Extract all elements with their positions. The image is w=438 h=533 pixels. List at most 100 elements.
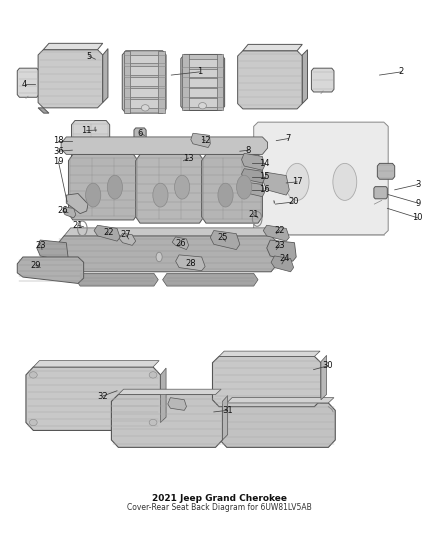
Polygon shape bbox=[162, 273, 258, 286]
Polygon shape bbox=[227, 398, 334, 403]
Polygon shape bbox=[238, 51, 302, 109]
Polygon shape bbox=[68, 155, 138, 220]
Polygon shape bbox=[26, 367, 160, 431]
Text: 5: 5 bbox=[86, 52, 92, 61]
Polygon shape bbox=[182, 78, 223, 87]
Text: 25: 25 bbox=[217, 233, 228, 242]
Ellipse shape bbox=[198, 102, 206, 109]
Text: 22: 22 bbox=[103, 228, 113, 237]
Text: 21: 21 bbox=[73, 221, 83, 230]
Polygon shape bbox=[201, 155, 262, 223]
Polygon shape bbox=[191, 133, 210, 148]
Text: 14: 14 bbox=[259, 159, 270, 168]
Polygon shape bbox=[271, 256, 293, 272]
Ellipse shape bbox=[285, 164, 309, 200]
Polygon shape bbox=[182, 98, 223, 107]
Polygon shape bbox=[58, 236, 278, 272]
Polygon shape bbox=[66, 193, 88, 214]
Polygon shape bbox=[321, 356, 327, 400]
Text: 2: 2 bbox=[399, 67, 404, 76]
Polygon shape bbox=[217, 54, 223, 110]
Text: 1: 1 bbox=[197, 67, 202, 76]
Text: 12: 12 bbox=[200, 136, 210, 145]
Ellipse shape bbox=[85, 183, 101, 207]
Text: 28: 28 bbox=[185, 260, 196, 268]
Ellipse shape bbox=[156, 252, 162, 262]
Polygon shape bbox=[378, 164, 395, 179]
Text: 6: 6 bbox=[138, 129, 143, 138]
Polygon shape bbox=[158, 51, 165, 113]
Polygon shape bbox=[243, 44, 302, 51]
Text: 16: 16 bbox=[259, 185, 270, 195]
Text: 24: 24 bbox=[280, 254, 290, 263]
Polygon shape bbox=[63, 207, 76, 218]
Text: 30: 30 bbox=[322, 361, 333, 370]
Polygon shape bbox=[17, 257, 84, 284]
Polygon shape bbox=[168, 398, 187, 410]
Polygon shape bbox=[160, 368, 166, 423]
Ellipse shape bbox=[141, 104, 149, 111]
Polygon shape bbox=[103, 49, 108, 102]
Ellipse shape bbox=[174, 175, 190, 199]
Polygon shape bbox=[212, 357, 321, 407]
Text: 26: 26 bbox=[176, 239, 186, 248]
Text: 9: 9 bbox=[415, 198, 420, 207]
Polygon shape bbox=[61, 137, 268, 155]
Text: 11: 11 bbox=[81, 126, 92, 135]
Text: 15: 15 bbox=[259, 172, 270, 181]
Polygon shape bbox=[311, 68, 334, 92]
Text: 22: 22 bbox=[275, 226, 285, 235]
Text: 23: 23 bbox=[36, 241, 46, 250]
Polygon shape bbox=[94, 225, 120, 241]
Text: 3: 3 bbox=[415, 180, 420, 189]
Ellipse shape bbox=[107, 175, 123, 199]
Polygon shape bbox=[64, 228, 278, 236]
Text: 32: 32 bbox=[97, 392, 108, 401]
Polygon shape bbox=[242, 182, 265, 197]
Polygon shape bbox=[136, 155, 204, 223]
Polygon shape bbox=[122, 51, 166, 113]
Polygon shape bbox=[76, 273, 158, 286]
Polygon shape bbox=[254, 122, 388, 235]
Polygon shape bbox=[223, 395, 228, 440]
Text: 26: 26 bbox=[57, 206, 68, 215]
Polygon shape bbox=[220, 403, 335, 447]
Ellipse shape bbox=[218, 183, 233, 207]
Text: 20: 20 bbox=[288, 198, 299, 206]
Polygon shape bbox=[302, 50, 307, 103]
Ellipse shape bbox=[237, 175, 252, 199]
Text: 27: 27 bbox=[120, 230, 131, 239]
Polygon shape bbox=[37, 240, 68, 261]
Polygon shape bbox=[17, 68, 39, 98]
Ellipse shape bbox=[29, 419, 37, 426]
Text: Cover-Rear Seat Back Diagram for 6UW81LV5AB: Cover-Rear Seat Back Diagram for 6UW81LV… bbox=[127, 503, 311, 512]
Text: 4: 4 bbox=[22, 79, 27, 88]
Polygon shape bbox=[38, 108, 49, 113]
Polygon shape bbox=[119, 233, 136, 245]
Ellipse shape bbox=[153, 183, 168, 207]
Polygon shape bbox=[124, 77, 165, 86]
Polygon shape bbox=[111, 394, 223, 447]
Text: 36: 36 bbox=[53, 147, 64, 156]
Polygon shape bbox=[38, 50, 103, 108]
Polygon shape bbox=[263, 172, 289, 195]
Polygon shape bbox=[242, 154, 265, 170]
Polygon shape bbox=[219, 351, 320, 357]
Polygon shape bbox=[232, 142, 247, 161]
Polygon shape bbox=[118, 389, 221, 394]
Polygon shape bbox=[124, 55, 165, 63]
Polygon shape bbox=[172, 237, 189, 249]
Text: 2021 Jeep Grand Cherokee: 2021 Jeep Grand Cherokee bbox=[152, 494, 286, 503]
Polygon shape bbox=[71, 120, 110, 170]
Polygon shape bbox=[43, 43, 103, 50]
Polygon shape bbox=[134, 128, 146, 145]
Polygon shape bbox=[210, 231, 240, 249]
Text: 21: 21 bbox=[248, 210, 259, 219]
Polygon shape bbox=[33, 361, 159, 367]
Polygon shape bbox=[176, 255, 205, 271]
Polygon shape bbox=[182, 88, 223, 97]
Text: 23: 23 bbox=[275, 241, 285, 250]
Polygon shape bbox=[181, 54, 225, 110]
Polygon shape bbox=[124, 88, 165, 97]
Polygon shape bbox=[263, 225, 289, 241]
